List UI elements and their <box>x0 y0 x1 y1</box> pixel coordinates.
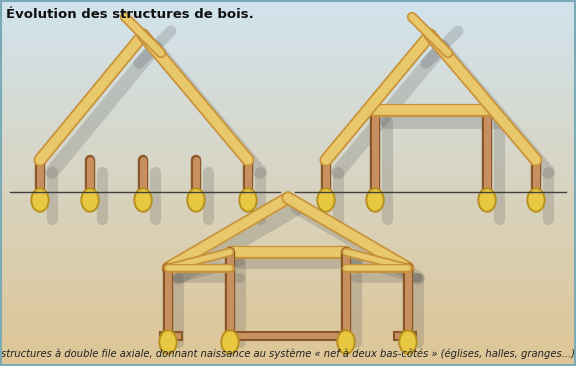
Ellipse shape <box>161 332 175 352</box>
Ellipse shape <box>480 190 494 210</box>
Ellipse shape <box>368 190 382 210</box>
Ellipse shape <box>339 332 353 352</box>
Ellipse shape <box>223 332 237 352</box>
Ellipse shape <box>319 190 333 210</box>
Ellipse shape <box>81 188 99 212</box>
Ellipse shape <box>478 188 496 212</box>
Ellipse shape <box>366 188 384 212</box>
Text: structures à double file axiale, donnant naissance au système « nef à deux bas-c: structures à double file axiale, donnant… <box>1 348 575 359</box>
FancyBboxPatch shape <box>394 332 416 340</box>
FancyBboxPatch shape <box>226 332 350 340</box>
FancyBboxPatch shape <box>160 332 182 340</box>
Ellipse shape <box>159 330 177 354</box>
Ellipse shape <box>337 330 355 354</box>
Ellipse shape <box>221 330 239 354</box>
Ellipse shape <box>401 332 415 352</box>
Text: Évolution des structures de bois.: Évolution des structures de bois. <box>6 8 254 21</box>
Ellipse shape <box>31 188 49 212</box>
Ellipse shape <box>136 190 150 210</box>
Ellipse shape <box>529 190 543 210</box>
Ellipse shape <box>83 190 97 210</box>
Ellipse shape <box>134 188 152 212</box>
Ellipse shape <box>399 330 417 354</box>
Ellipse shape <box>239 188 257 212</box>
Ellipse shape <box>33 190 47 210</box>
Ellipse shape <box>189 190 203 210</box>
Ellipse shape <box>527 188 545 212</box>
Ellipse shape <box>317 188 335 212</box>
Ellipse shape <box>241 190 255 210</box>
Ellipse shape <box>187 188 205 212</box>
